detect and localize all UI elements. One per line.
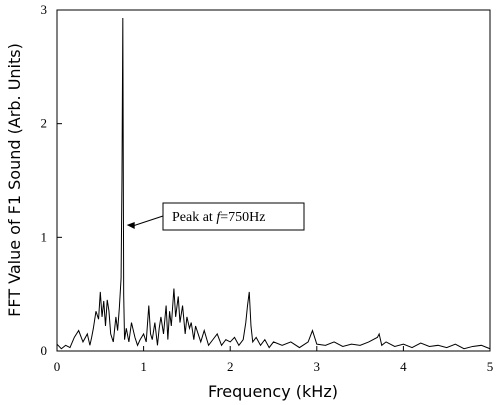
x-tick-label: 2 (227, 359, 234, 374)
annotation-prefix: Peak at (172, 210, 216, 225)
x-axis-ticks: 0 1 2 3 4 5 (54, 346, 494, 374)
y-tick-label: 3 (41, 2, 48, 17)
x-axis-title: Frequency (kHz) (208, 382, 338, 401)
y-tick-label: 1 (41, 229, 48, 244)
annotation-text: Peak at f=750Hz (172, 210, 265, 225)
annotation-arrowhead (126, 221, 135, 229)
annotation-arrow (132, 215, 164, 227)
annotation-box (162, 202, 305, 231)
series-line (56, 17, 491, 350)
x-tick-label: 5 (487, 359, 494, 374)
x-tick-label: 1 (140, 359, 147, 374)
peak-annotation: Peak at f=750Hz (126, 202, 305, 231)
x-tick-label: 4 (400, 359, 407, 374)
y-axis-ticks: 0 1 2 3 (41, 2, 62, 358)
annotation-suffix: =750Hz (220, 210, 265, 225)
annotation-var: f (216, 210, 222, 225)
x-tick-label: 3 (314, 359, 321, 374)
y-tick-label: 0 (41, 343, 48, 358)
y-tick-label: 2 (41, 116, 48, 131)
x-tick-label: 0 (54, 359, 61, 374)
plot-frame (56, 9, 491, 352)
y-axis-title: FFT Value of F1 Sound (Arb. Units) (5, 43, 24, 317)
